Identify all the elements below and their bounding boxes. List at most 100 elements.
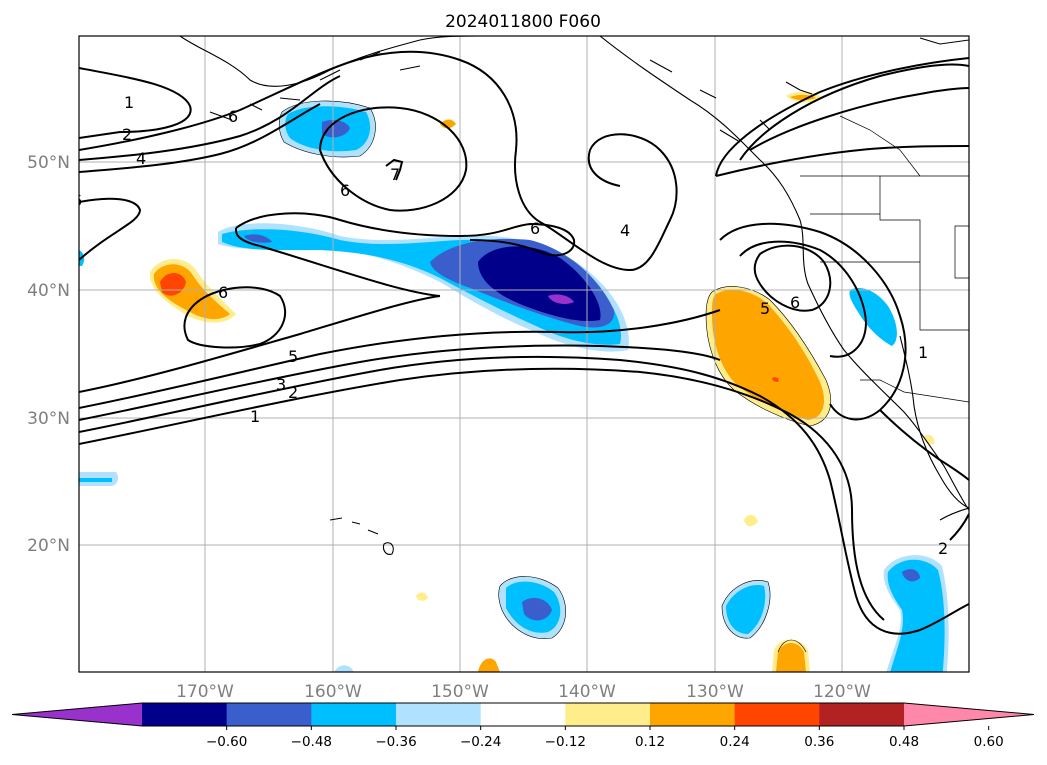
contour-label: 7: [390, 165, 400, 184]
lon-label: 150°W: [431, 682, 489, 702]
colorbar-tick-label: 0.12: [635, 734, 665, 750]
shade-light-blue-edge3: [334, 665, 354, 672]
shade-orange-south: [776, 643, 806, 672]
contour-1: [79, 367, 885, 621]
colorbar-segment: [226, 703, 312, 726]
contour-6-north-ring: [318, 106, 468, 212]
shade-cyan-edge1: [79, 478, 112, 482]
political-borders: [800, 115, 969, 403]
colorbar-tick-label: −0.36: [375, 734, 416, 750]
shade-purple-central: [548, 294, 574, 304]
border-alaska-canada: [839, 115, 921, 177]
colorbar-segment: [311, 703, 397, 726]
colorbar-tick-label: −0.60: [206, 734, 247, 750]
contour-5-band: [79, 227, 441, 393]
contour-ridge-4: [715, 145, 969, 177]
lon-label: 140°W: [558, 682, 616, 702]
colorbar-extend-low: [12, 703, 142, 726]
border-states-3: [954, 225, 969, 279]
longitude-labels: 170°W 160°W 150°W 140°W 130°W 120°W: [176, 682, 871, 702]
latitude-labels: 50°N 40°N 30°N 20°N: [27, 153, 70, 556]
contour-7-closed: [385, 158, 404, 181]
coast-bc-islands: [649, 59, 771, 143]
colorbar-tick-label: −0.24: [460, 734, 501, 750]
colorbar-segment: [734, 703, 820, 726]
colorbar-segment: [819, 703, 905, 726]
colorbar-segment: [480, 703, 566, 726]
coast-north-america-west: [599, 36, 969, 511]
lon-label: 120°W: [813, 682, 871, 702]
contour-6-edge: [79, 197, 142, 261]
figure-title: 2024011800 F060: [445, 12, 601, 32]
contour-label: 5: [760, 299, 770, 318]
colorbar-segment: [565, 703, 651, 726]
colorbar-segment: [396, 703, 482, 726]
contour-6-central: [235, 212, 576, 257]
contour-5-long: [79, 309, 721, 409]
contour-4-main: [79, 50, 678, 272]
contour-label: 6: [530, 219, 540, 238]
lat-label: 40°N: [27, 281, 70, 301]
contour-label: 2: [122, 125, 132, 144]
shade-orange-small1: [440, 119, 456, 129]
contour-label: 4: [620, 221, 630, 240]
contour-5-west: [79, 103, 321, 173]
contour-low-mid: [739, 240, 868, 358]
colorbar-outline: [11, 702, 1035, 727]
colorbar-tick-label: −0.48: [291, 734, 332, 750]
coast-baja: [899, 335, 969, 509]
coast-north-edge: [919, 37, 969, 45]
shade-blue-north: [322, 120, 350, 138]
colorbar: −0.60 −0.48 −0.36 −0.24 −0.12 0.12 0.24 0.36 0.4…: [11, 702, 1035, 750]
map-frame: [78, 35, 970, 673]
contour-low-outer: [719, 222, 907, 421]
contour-label: 5: [288, 347, 298, 366]
shade-blue-west: [244, 234, 272, 243]
border-us-mexico: [860, 379, 969, 403]
contour-label: 6: [790, 293, 800, 312]
border-states-1: [879, 176, 969, 331]
shade-cyan-south2: [726, 584, 766, 634]
map-content: 1 2 4 6 6 7 6 4 6 5 6 5 3 2 1 1 2 6: [79, 36, 969, 672]
contour-west-1: [79, 67, 192, 139]
contour-2-east: [949, 513, 969, 541]
lon-label: 170°W: [176, 682, 234, 702]
shade-yellow-small2: [744, 514, 758, 527]
contour-label: 1: [250, 407, 260, 426]
coast-mexico: [939, 507, 969, 521]
shade-red-east: [772, 377, 779, 382]
lon-label: 130°W: [686, 682, 744, 702]
shade-blue-south1: [522, 597, 552, 621]
contour-label: 6: [228, 107, 238, 126]
contour-label: 2: [938, 539, 948, 558]
lat-label: 50°N: [27, 153, 70, 173]
lat-label: 20°N: [27, 536, 70, 556]
contour-ridge-1: [715, 57, 969, 177]
geopotential-contours: [79, 50, 969, 635]
contour-label: 6: [218, 283, 228, 302]
colorbar-extend-high: [904, 703, 1034, 726]
shade-orange-small4: [478, 658, 500, 672]
contour-3: [79, 344, 721, 421]
coast-hawaii: [329, 517, 394, 555]
contour-label: 3: [276, 375, 286, 394]
contour-label-group: 1 2 4 6 6 7 6 4 6 5 6 5 3 2 1 1 2 6: [79, 93, 948, 558]
colorbar-tick-label: 0.36: [804, 734, 834, 750]
contour-label: 1: [124, 93, 134, 112]
colorbar-tick-label: 0.24: [720, 734, 750, 750]
colorbar-tick-label: 0.48: [889, 734, 919, 750]
colorbar-tick-label: 0.60: [974, 734, 1004, 750]
contour-ridge-2: [739, 63, 969, 161]
contour-6-west-ring: [183, 286, 287, 349]
shade-blue-south3: [902, 569, 920, 582]
contour-ridge-3: [749, 87, 969, 151]
colorbar-segment: [650, 703, 736, 726]
contour-2: [79, 355, 969, 635]
shade-cyan-south3: [887, 559, 945, 672]
coast-vancouver: [785, 81, 813, 95]
contour-label: 4: [136, 149, 146, 168]
lat-label: 30°N: [27, 409, 70, 429]
shade-yellow-small3: [416, 592, 428, 601]
contour-1-east: [879, 409, 969, 481]
